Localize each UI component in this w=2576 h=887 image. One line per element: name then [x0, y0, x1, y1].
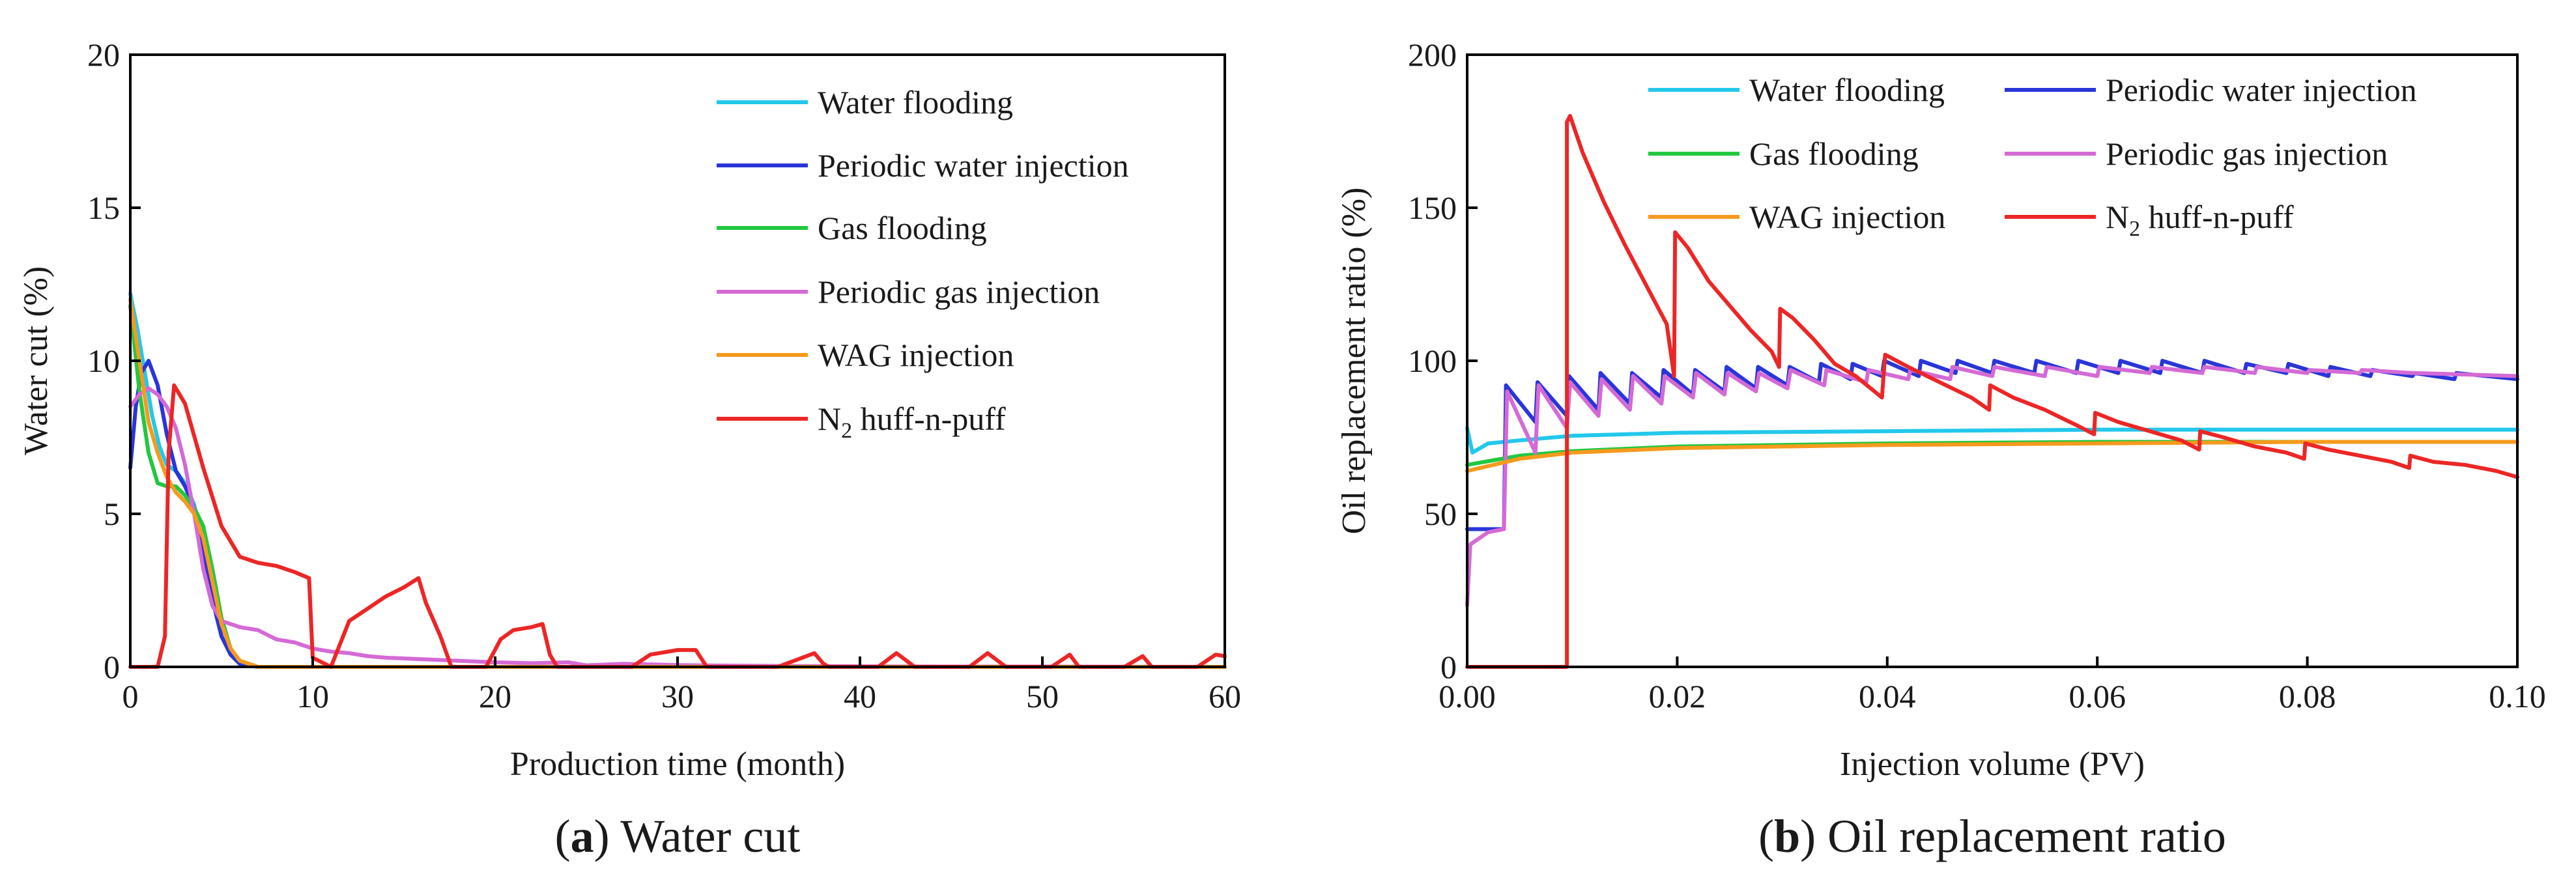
panel-b-y-tick-label: 0 [1440, 649, 1457, 685]
legend-a-n2-suffix: huff-n-puff [852, 401, 1006, 437]
panel-a-y-tick-label: 10 [87, 343, 120, 379]
panel-a-y-tick-label: 5 [104, 496, 120, 532]
panel-a-x-axis-title: Production time (month) [510, 746, 845, 783]
legend-b-item-gas-flooding: Gas flooding [1648, 135, 1919, 172]
legend-b-label-n2: N2 huff-n-puff [2106, 199, 2294, 241]
panel-b-y-axis-title: Oil replacement ratio (%) [1336, 188, 1373, 535]
panel-a-x-tick-label: 10 [296, 678, 329, 714]
panel-b-series-water-flooding [1465, 426, 2519, 455]
legend-b-item-n2: N2 huff-n-puff [2005, 199, 2294, 241]
panel-b-series-periodic-gas [1465, 365, 2519, 608]
legend-a-n2-prefix: N [818, 401, 841, 437]
legend-a-label-gas-flooding: Gas flooding [818, 210, 987, 246]
legend-b-item-wag: WAG injection [1648, 199, 1945, 235]
legend-b-label-periodic-gas: Periodic gas injection [2106, 135, 2388, 172]
panel-b-plot-frame [1466, 53, 2519, 668]
panel-b-x-tick-label: 0.10 [2489, 678, 2546, 714]
legend-a-item-water-flooding: Water flooding [717, 84, 1013, 120]
legend-a-item-periodic-water: Periodic water injection [717, 147, 1129, 184]
legend-a-item-gas-flooding: Gas flooding [717, 210, 987, 246]
panel-b-oil-replacement-chart: 0.00 0.02 0.04 0.06 0.08 0.10 0 50 100 150 200 Oil… [1336, 36, 2546, 862]
panel-a-series-group [128, 291, 1227, 669]
panel-b-x-axis-title: Injection volume (PV) [1840, 746, 2145, 783]
legend-b-label-water-flooding: Water flooding [1749, 72, 1945, 108]
panel-b-x-tick-label: 0.08 [2279, 678, 2336, 714]
legend-b-n2-subscript: 2 [2129, 217, 2140, 241]
panel-b-x-tick-label: 0.04 [1859, 678, 1916, 714]
panel-a-caption: (a) Water cut [555, 810, 801, 862]
legend-a-item-periodic-gas: Periodic gas injection [717, 274, 1100, 310]
legend-a-label-periodic-gas: Periodic gas injection [818, 274, 1100, 310]
panel-a-y-tick-label: 20 [87, 36, 120, 73]
panel-b-caption: (b) Oil replacement ratio [1758, 810, 2226, 862]
panel-b-series-wag [1465, 440, 2519, 473]
panel-b-caption-close: ) [1800, 810, 1816, 862]
panel-a-ticks: 0 10 20 30 40 50 60 0 5 10 15 20 [87, 36, 1241, 714]
panel-a-series-gas-flooding [128, 303, 1227, 669]
panel-b-legend: Water flooding Periodic water injection … [1648, 72, 2417, 241]
legend-a-label-wag: WAG injection [818, 337, 1014, 373]
panel-a-series-periodic-water [128, 359, 1227, 669]
panel-a-y-tick-label: 15 [87, 190, 120, 226]
panel-a-water-cut-chart: 0 10 20 30 40 50 60 0 5 10 15 20 Water cut (%) Prod… [18, 36, 1241, 862]
panel-a-series-water-flooding [128, 291, 1227, 669]
panel-a-plot-frame [129, 53, 1226, 668]
legend-b-n2-prefix: N [2106, 199, 2129, 235]
legend-a-label-water-flooding: Water flooding [818, 84, 1013, 120]
panel-b-series-group [1465, 114, 2519, 669]
panel-b-y-tick-label: 150 [1408, 190, 1457, 226]
panel-b-y-tick-label: 50 [1424, 496, 1457, 532]
panel-b-series-n2 [1465, 114, 2519, 669]
legend-b-item-periodic-gas: Periodic gas injection [2005, 135, 2388, 172]
panel-a-legend: Water flooding Periodic water injection … [717, 84, 1129, 443]
panel-a-series-n2 [128, 383, 1227, 669]
panel-a-x-tick-label: 30 [661, 678, 694, 714]
panel-a-y-axis-title: Water cut (%) [18, 266, 55, 455]
panel-b-caption-open: ( [1758, 810, 1774, 862]
panel-b-x-tick-label: 0.06 [2068, 678, 2126, 714]
panel-a-caption-letter: a [571, 810, 594, 862]
legend-b-n2-suffix: huff-n-puff [2140, 199, 2294, 235]
legend-b-item-water-flooding: Water flooding [1648, 72, 1945, 108]
panel-a-x-tick-label: 0 [122, 678, 139, 714]
panel-b-y-tick-label: 100 [1408, 343, 1457, 379]
panel-b-x-tick-label: 0.00 [1438, 678, 1496, 714]
legend-b-label-wag: WAG injection [1749, 199, 1945, 235]
panel-b-caption-letter: b [1774, 810, 1800, 862]
panel-b-caption-text: Oil replacement ratio [1816, 810, 2226, 862]
legend-a-label-n2: N2 huff-n-puff [818, 401, 1006, 443]
panel-a-series-wag [128, 298, 1227, 669]
panel-b-y-tick-label: 200 [1408, 36, 1457, 73]
legend-b-label-gas-flooding: Gas flooding [1749, 135, 1919, 172]
panel-a-x-tick-label: 20 [479, 678, 511, 714]
legend-a-item-n2: N2 huff-n-puff [717, 401, 1006, 443]
panel-a-caption-close: ) [594, 810, 610, 862]
legend-b-label-periodic-water: Periodic water injection [2106, 72, 2417, 108]
panel-a-x-tick-label: 60 [1209, 678, 1241, 714]
legend-a-item-wag: WAG injection [717, 337, 1014, 373]
panel-a-y-tick-label: 0 [104, 649, 120, 685]
panel-a-x-tick-label: 50 [1026, 678, 1059, 714]
panel-a-caption-open: ( [555, 810, 571, 862]
legend-b-item-periodic-water: Periodic water injection [2005, 72, 2417, 108]
legend-a-n2-subscript: 2 [841, 419, 852, 443]
panel-a-series-periodic-gas [128, 386, 1227, 669]
legend-a-label-periodic-water: Periodic water injection [818, 147, 1129, 184]
panel-a-x-tick-label: 40 [844, 678, 876, 714]
panel-a-caption-text: Water cut [610, 810, 801, 862]
panel-b-x-tick-label: 0.02 [1649, 678, 1706, 714]
